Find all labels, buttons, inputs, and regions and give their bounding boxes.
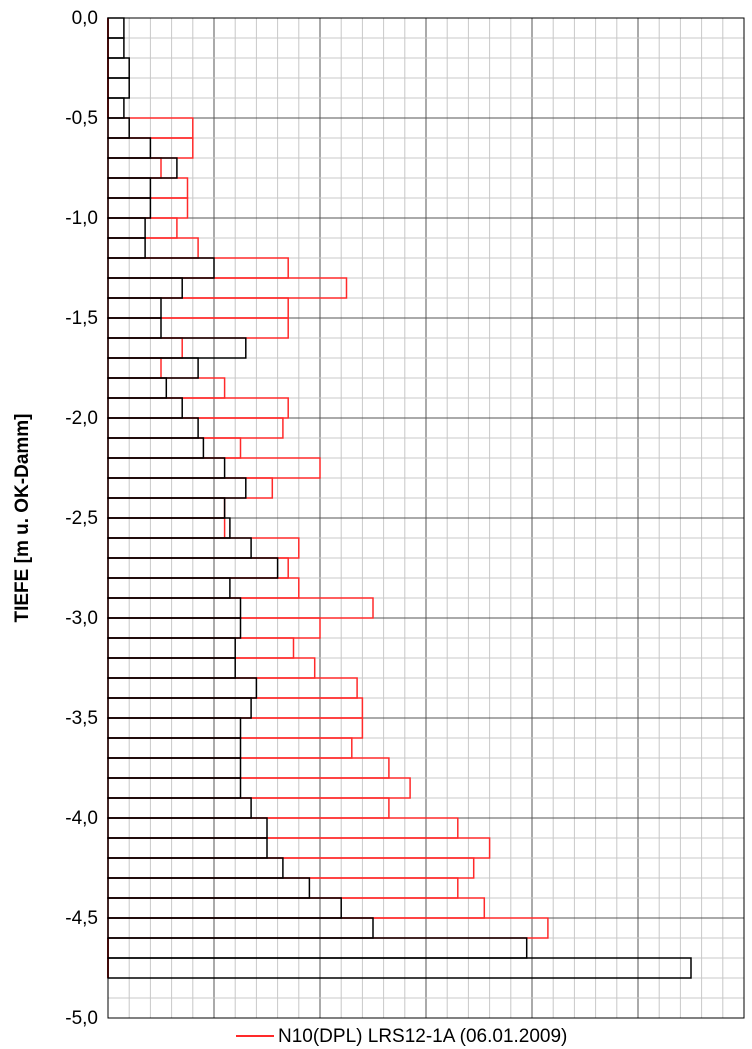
y-tick-label: -4,5 xyxy=(65,908,98,929)
bar-series1 xyxy=(107,317,162,339)
y-tick-label: -4,0 xyxy=(65,808,98,829)
bar-series2 xyxy=(107,297,289,319)
bar-series1 xyxy=(107,217,146,239)
bar-series1 xyxy=(107,437,205,459)
bar-series2 xyxy=(107,237,199,259)
bar-series2 xyxy=(107,537,300,559)
bar-series2 xyxy=(107,197,189,219)
bar-series1 xyxy=(107,957,692,979)
bar-series1 xyxy=(107,817,268,839)
bar-series1 xyxy=(107,717,242,739)
bar-series2 xyxy=(107,317,289,339)
bar-series1 xyxy=(107,377,168,399)
legend-label: N10(DPL) LRS12-1A (06.01.2009) xyxy=(278,1026,567,1047)
bar-series1 xyxy=(107,477,247,499)
bar-series1 xyxy=(107,117,130,139)
bar-series2 xyxy=(107,357,162,379)
bar-series1 xyxy=(107,617,242,639)
bar-series1 xyxy=(107,57,130,79)
bar-series1 xyxy=(107,37,125,59)
bar-series1 xyxy=(107,297,162,319)
bar-series1 xyxy=(107,457,226,479)
bar-series1 xyxy=(107,397,183,419)
bar-series2 xyxy=(107,277,348,299)
bar-series1 xyxy=(107,937,528,959)
y-tick-label: -1,0 xyxy=(65,208,98,229)
bar-series1 xyxy=(107,917,374,939)
bar-series1 xyxy=(107,17,125,39)
y-tick-label: -2,5 xyxy=(65,508,98,529)
bar-series1 xyxy=(107,777,242,799)
bar-series1 xyxy=(107,417,199,439)
bar-series1 xyxy=(107,737,242,759)
y-tick-labels: 0,0 -0,5 -1,0 -1,5 -2,0 -2,5 -3,0 -3,5 -4,0 -4,5 -… xyxy=(65,8,98,1029)
bar-series2 xyxy=(107,397,289,419)
bar-series2 xyxy=(107,777,411,799)
bar-series2 xyxy=(107,817,459,839)
bar-series2 xyxy=(107,257,289,279)
bar-series2 xyxy=(107,737,353,759)
bar-series1 xyxy=(107,517,231,539)
y-tick-label: -3,5 xyxy=(65,708,98,729)
bar-series1 xyxy=(107,337,247,359)
bar-series2 xyxy=(107,177,189,199)
bar-series1 xyxy=(107,237,146,259)
bar-series1 xyxy=(107,277,183,299)
bar-series1 xyxy=(107,497,226,519)
bar-series1 xyxy=(107,677,258,699)
bar-series2 xyxy=(107,437,242,459)
bar-series2 xyxy=(107,577,300,599)
bar-series2 xyxy=(107,857,475,879)
bar-series1 xyxy=(107,597,242,619)
bar-series1 xyxy=(107,577,231,599)
bar-series2 xyxy=(107,337,183,359)
bar-series1 xyxy=(107,157,178,179)
y-tick-label: -1,5 xyxy=(65,308,98,329)
bar-series1 xyxy=(107,77,130,99)
bar-series2 xyxy=(107,917,549,939)
legend: N10(DPL) LRS12-1A (06.01.2009) xyxy=(236,1026,567,1047)
bar-series1 xyxy=(107,877,311,899)
bar-series1 xyxy=(107,257,215,279)
bar-series1 xyxy=(107,97,125,119)
bar-series2 xyxy=(107,477,274,499)
y-tick-label: 0,0 xyxy=(72,8,98,29)
bar-series2 xyxy=(107,637,295,659)
bar-series2 xyxy=(107,157,162,179)
bar-series2 xyxy=(107,217,178,239)
bar-series2 xyxy=(107,557,289,579)
bar-series1 xyxy=(107,837,268,859)
y-tick-label: -5,0 xyxy=(65,1008,98,1029)
plot-frame xyxy=(107,17,745,1019)
bar-series2 xyxy=(107,517,226,539)
bar-series2 xyxy=(107,897,486,919)
y-tick-label: -2,0 xyxy=(65,408,98,429)
bar-series2 xyxy=(107,877,459,899)
bar-series1 xyxy=(107,757,242,779)
bar-series1 xyxy=(107,357,199,379)
bar-series1 xyxy=(107,897,342,919)
y-tick-label: -3,0 xyxy=(65,608,98,629)
y-tick-label: -0,5 xyxy=(65,108,98,129)
bar-series2 xyxy=(107,497,226,519)
y-axis-title: TIEFE [m u. OK-Damm] xyxy=(12,413,33,622)
bar-series2 xyxy=(107,657,316,679)
